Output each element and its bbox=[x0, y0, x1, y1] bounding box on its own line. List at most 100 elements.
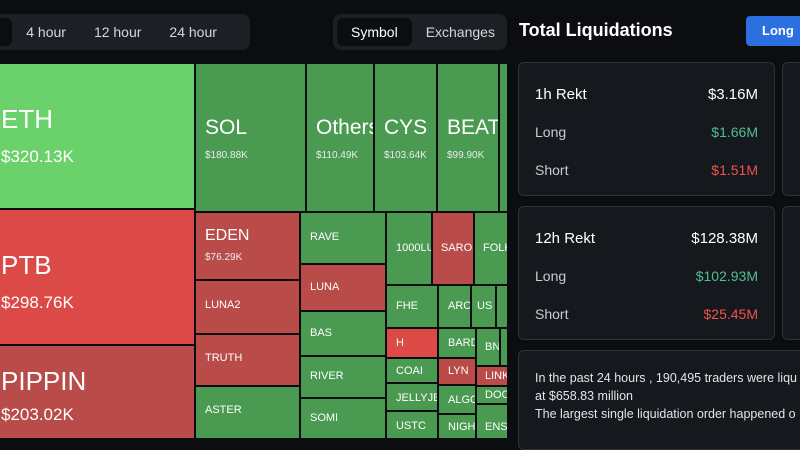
heatmap-cell-link[interactable]: LINK bbox=[476, 366, 507, 386]
heatmap-cell-small[interactable] bbox=[500, 328, 507, 366]
short-label: Short bbox=[535, 162, 569, 178]
heatmap-cell-nigh[interactable]: NIGH bbox=[438, 414, 476, 438]
heatmap-cell-small[interactable] bbox=[499, 63, 507, 212]
rekt-card-24h-partial bbox=[782, 206, 800, 340]
tab-12-hour[interactable]: 12 hour bbox=[93, 24, 142, 40]
long-label: Long bbox=[535, 124, 567, 140]
heatmap-cell-coai[interactable]: COAI bbox=[386, 358, 438, 383]
cell-symbol: ENS bbox=[485, 421, 507, 433]
rekt-label: 1h Rekt bbox=[535, 86, 587, 103]
heatmap-cell-truth[interactable]: TRUTH bbox=[195, 334, 300, 386]
short-value: $25.45M bbox=[703, 306, 758, 322]
cell-value: $298.76K bbox=[1, 293, 74, 312]
liquidation-summary: In the past 24 hours , 190,495 traders w… bbox=[518, 350, 800, 450]
summary-line: The largest single liquidation order hap… bbox=[535, 407, 796, 421]
heatmap-cell-ptb[interactable]: PTB $298.76K bbox=[0, 209, 195, 345]
cell-symbol: LUNA bbox=[310, 281, 340, 293]
heatmap-cell-luna[interactable]: LUNA bbox=[300, 264, 386, 311]
panel-title: Total Liquidations bbox=[519, 20, 673, 40]
cell-symbol: ALGO bbox=[448, 394, 476, 406]
short-label: Short bbox=[535, 306, 569, 322]
cell-symbol: SOL bbox=[205, 116, 248, 139]
heatmap-cell-somi[interactable]: SOMI bbox=[300, 398, 386, 438]
cell-value: $99.90K bbox=[447, 150, 485, 161]
short-row: Short $1.51M bbox=[535, 162, 758, 182]
heatmap-cell-folk[interactable]: FOLK bbox=[474, 212, 507, 285]
cell-symbol: US bbox=[477, 300, 493, 312]
rekt-row: 1h Rekt $3.16M bbox=[535, 86, 758, 106]
cell-symbol: RIVER bbox=[310, 370, 344, 382]
cell-symbol: LYN bbox=[448, 365, 469, 377]
cell-symbol: RAVE bbox=[310, 231, 340, 243]
cell-symbol: FOLK bbox=[483, 242, 507, 254]
heatmap-cell-h[interactable]: H bbox=[386, 328, 438, 358]
heatmap-cell-bard[interactable]: BARD bbox=[438, 328, 476, 358]
liquidation-heatmap: ETH $320.13K PTB $298.76K PIPPIN $203.02… bbox=[0, 63, 507, 438]
rekt-row: 12h Rekt $128.38M bbox=[535, 230, 758, 250]
cell-symbol: PTB bbox=[1, 250, 52, 280]
tab-1-hour[interactable]: our bbox=[0, 18, 13, 46]
cell-symbol: LINK bbox=[485, 370, 507, 382]
heatmap-cell-ens[interactable]: ENS bbox=[476, 404, 507, 438]
timeframe-tabs: our 4 hour 12 hour 24 hour bbox=[0, 14, 250, 50]
tab-symbol[interactable]: Symbol bbox=[337, 18, 412, 46]
cell-symbol: SOMI bbox=[310, 412, 339, 424]
cell-symbol: USTC bbox=[396, 420, 426, 432]
heatmap-cell-pippin[interactable]: PIPPIN $203.02K bbox=[0, 345, 195, 438]
rekt-total: $128.38M bbox=[691, 230, 758, 247]
heatmap-cell-eden[interactable]: EDEN $76.29K bbox=[195, 212, 300, 280]
heatmap-cell-lyn[interactable]: LYN bbox=[438, 358, 476, 385]
heatmap-cell-river[interactable]: RIVER bbox=[300, 356, 386, 398]
heatmap-cell-saros[interactable]: SAROS bbox=[432, 212, 474, 285]
long-row: Long $102.93M bbox=[535, 268, 758, 288]
heatmap-cell-eth[interactable]: ETH $320.13K bbox=[0, 63, 195, 209]
long-button[interactable]: Long bbox=[746, 16, 800, 46]
summary-line: In the past 24 hours , 190,495 traders w… bbox=[535, 371, 797, 385]
cell-symbol: COAI bbox=[396, 365, 423, 377]
cell-symbol: SAROS bbox=[441, 242, 473, 254]
heatmap-cell-bas[interactable]: BAS bbox=[300, 311, 386, 356]
heatmap-cell-aster[interactable]: ASTER bbox=[195, 386, 300, 438]
heatmap-cell-us[interactable]: US bbox=[471, 285, 496, 328]
heatmap-cell-algo[interactable]: ALGO bbox=[438, 385, 476, 414]
tab-exchanges[interactable]: Exchanges bbox=[425, 24, 495, 40]
cell-value: $180.88K bbox=[205, 150, 248, 161]
cell-value: $203.02K bbox=[1, 405, 74, 424]
cell-symbol: JELLYJE bbox=[396, 392, 438, 404]
cell-value: $320.13K bbox=[1, 147, 74, 166]
heatmap-cell-small[interactable] bbox=[496, 285, 507, 328]
heatmap-cell-sol[interactable]: SOL $180.88K bbox=[195, 63, 306, 212]
tab-4-hour[interactable]: 4 hour bbox=[26, 24, 66, 40]
view-mode-toggle: Symbol Exchanges bbox=[333, 14, 507, 50]
heatmap-cell-beat[interactable]: BEAT $99.90K bbox=[437, 63, 499, 212]
heatmap-cell-cys[interactable]: CYS $103.64K bbox=[374, 63, 437, 212]
rekt-label: 12h Rekt bbox=[535, 230, 596, 247]
heatmap-cell-bn[interactable]: BN bbox=[476, 328, 500, 366]
cell-symbol: CYS bbox=[384, 116, 428, 139]
heatmap-cell-others[interactable]: Others $110.49K bbox=[306, 63, 374, 212]
heatmap-cell-doo[interactable]: DOO bbox=[476, 386, 507, 404]
cell-symbol: BAS bbox=[310, 327, 333, 339]
cell-symbol: ASTER bbox=[205, 404, 242, 416]
tab-24-hour[interactable]: 24 hour bbox=[169, 24, 217, 40]
cell-symbol: Others bbox=[316, 116, 374, 139]
cell-symbol: H bbox=[396, 337, 404, 349]
heatmap-cell-1000lu[interactable]: 1000LU bbox=[386, 212, 432, 285]
cell-symbol: BEAT bbox=[447, 116, 499, 139]
heatmap-cell-luna2[interactable]: LUNA2 bbox=[195, 280, 300, 334]
heatmap-cell-ustc[interactable]: USTC bbox=[386, 411, 438, 438]
long-label: Long bbox=[535, 268, 567, 284]
cell-symbol: NIGH bbox=[448, 421, 476, 433]
rekt-card-1h: 1h Rekt $3.16M Long $1.66M Short $1.51M bbox=[518, 62, 775, 196]
rekt-card-12h: 12h Rekt $128.38M Long $102.93M Short $2… bbox=[518, 206, 775, 340]
cell-symbol: EDEN bbox=[205, 227, 250, 244]
cell-value: $103.64K bbox=[384, 150, 427, 161]
heatmap-cell-jellyje[interactable]: JELLYJE bbox=[386, 383, 438, 411]
heatmap-cell-rave[interactable]: RAVE bbox=[300, 212, 386, 264]
cell-value: $110.49K bbox=[316, 150, 359, 161]
rekt-card-4h-partial bbox=[782, 62, 800, 196]
heatmap-cell-fhe[interactable]: FHE bbox=[386, 285, 438, 328]
long-row: Long $1.66M bbox=[535, 124, 758, 144]
cell-symbol: ARC bbox=[448, 300, 471, 312]
heatmap-cell-arc[interactable]: ARC bbox=[438, 285, 471, 328]
